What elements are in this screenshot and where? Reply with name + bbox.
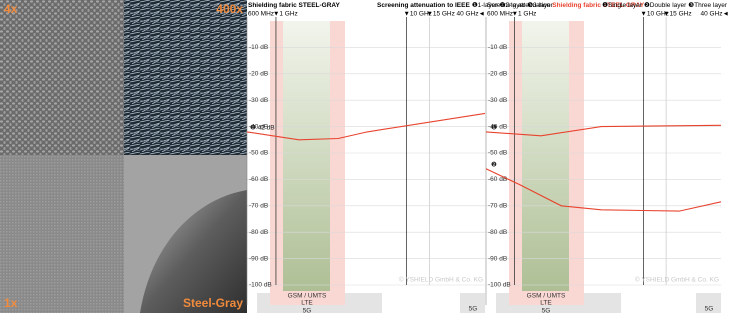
- y-tick-label: -70 dB: [488, 203, 507, 210]
- photo-label: 1x: [4, 296, 18, 310]
- x-tick-label: 40 GHz◄: [701, 11, 729, 18]
- photo-label: Steel-Gray: [183, 296, 243, 310]
- y-tick-label: -20 dB: [249, 71, 268, 78]
- y-tick-label: -90 dB: [249, 255, 268, 262]
- y-tick-label: -50 dB: [249, 150, 268, 157]
- band-label: LTE: [540, 300, 552, 307]
- photo-label: 4x: [4, 2, 18, 16]
- photo-4x: [0, 0, 124, 155]
- title: Shielding fabric STEEL-GRAY: [248, 2, 341, 9]
- band-label: GSM / UMTS: [527, 293, 566, 300]
- y-tick-label: -100 dB: [488, 282, 511, 289]
- subtitle: Screening attenuation to IEEE: [377, 2, 470, 9]
- chart: -10 dB-20 dB-30 dB-40 dB-50 dB-60 dB-70 …: [486, 1, 729, 313]
- x-tick-label: 600 MHz: [248, 11, 274, 18]
- band-label: LTE: [301, 300, 313, 307]
- photo-label: 400x: [216, 2, 243, 16]
- band-gsm: [522, 21, 569, 291]
- band-gsm: [283, 21, 330, 291]
- y-tick-label: -10 dB: [249, 44, 268, 51]
- chart-title: Shielding fabric STEEL-GRAY: [248, 2, 341, 9]
- y-tick-label: -80 dB: [488, 229, 507, 236]
- y-tick-label: -20 dB: [488, 71, 507, 78]
- y-tick-label: -60 dB: [249, 176, 268, 183]
- annotation: ❷: [491, 162, 497, 169]
- annotation: ❶ 42 dB: [250, 125, 275, 132]
- watermark: © YSHIELD GmbH & Co. KG: [635, 276, 719, 284]
- band-label: 5G: [303, 308, 312, 313]
- legend-entry: ❶Single layer: [602, 2, 643, 9]
- band-label: 5G: [469, 306, 478, 313]
- annotation: ❶: [491, 125, 497, 132]
- photo-1x: [0, 155, 124, 313]
- watermark: © YSHIELD GmbH & Co. KG: [399, 276, 483, 284]
- band-label: 5G: [542, 308, 551, 313]
- x-tick-label: ▼15 GHz: [426, 11, 454, 18]
- y-tick-label: -70 dB: [249, 203, 268, 210]
- x-tick-label: 600 MHz: [487, 11, 513, 18]
- photos: 4x 400x 1x Steel-Gray: [0, 0, 247, 313]
- y-tick-label: -100 dB: [249, 282, 272, 289]
- y-tick-label: -90 dB: [488, 255, 507, 262]
- x-tick-label: ▼1 GHz: [512, 11, 537, 18]
- y-tick-label: -30 dB: [488, 97, 507, 104]
- y-tick-label: -80 dB: [249, 229, 268, 236]
- y-tick-label: -30 dB: [249, 97, 268, 104]
- x-tick-label: ▼1 GHz: [273, 11, 298, 18]
- band-label: GSM / UMTS: [288, 293, 327, 300]
- y-tick-label: -50 dB: [488, 150, 507, 157]
- y-tick-label: -10 dB: [488, 44, 507, 51]
- x-tick-label: 40 GHz◄: [457, 11, 485, 18]
- band-label: 5G: [705, 306, 714, 313]
- title: Screening attenuation: [487, 2, 551, 9]
- legend-entry: ❷Double layer: [644, 2, 687, 9]
- photo-400x: [124, 0, 247, 155]
- x-tick-label: ▼15 GHz: [663, 11, 691, 18]
- page: 4x 400x 1x Steel-Gray -10 dB -20 dB -30 dB…: [0, 0, 729, 313]
- legend-entry: ❸Three layer: [688, 1, 728, 9]
- charts: -10 dB-20 dB-30 dB-40 dB-50 dB-60 dB-70 …: [247, 1, 729, 313]
